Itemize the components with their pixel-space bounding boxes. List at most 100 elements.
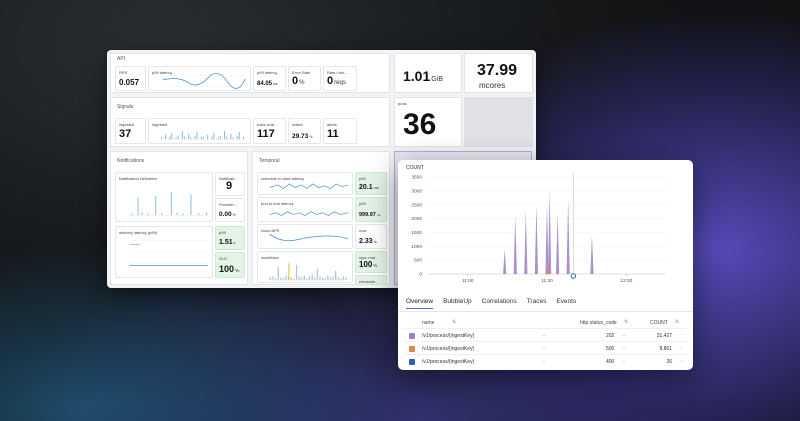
p99-latency-card[interactable]: p99 latency 84.05ms (253, 66, 286, 91)
notif-label: Notificati... (219, 176, 238, 181)
schedule-latency-chart[interactable]: schedule to start latency (257, 172, 353, 195)
mini-bar (321, 277, 324, 281)
mini-bar (290, 277, 292, 281)
sync-label: sync mat... (359, 255, 379, 260)
p99-label: p99 latency (257, 70, 278, 75)
delivery-latency-chart[interactable]: delivery latency (p99) (115, 226, 213, 278)
p99-chart-label: p99 latency (152, 70, 173, 75)
e2e-p99-card[interactable]: p99 999.97ms (355, 197, 387, 222)
mini-bar (200, 136, 202, 140)
row-dash: -- (542, 359, 546, 365)
mini-bar (238, 131, 240, 140)
table-row[interactable]: /v1/process/{ingestKey} -- 202 -- 31,427… (404, 328, 687, 341)
exhaust-label: exhauste... (359, 279, 379, 284)
ingested-value: 37 (119, 128, 132, 140)
y-tick-label: 1000 (411, 244, 422, 250)
table-row[interactable]: /v1/process/{ingestKey} -- 500 -- 8,861 … (404, 341, 687, 354)
mini-bar (285, 275, 287, 281)
rate-limit-card[interactable]: Rate Limi... 0reqs (323, 66, 357, 91)
sync-match-card[interactable]: sync mat... 100% (355, 251, 387, 273)
tab-correlations[interactable]: Correlations (481, 298, 517, 305)
provider-value: 0.00 (219, 211, 232, 218)
max-unit: /s (373, 240, 377, 244)
series-spike (555, 213, 560, 274)
p99-card[interactable]: p99 1.51s (215, 226, 245, 250)
ingested-chart[interactable]: ingested (148, 118, 251, 144)
y-tick-label: 3500 (411, 175, 422, 181)
mini-bar (217, 137, 219, 140)
row-menu-icon[interactable]: ⋯ (678, 358, 683, 364)
mini-bar (274, 278, 277, 281)
mini-bar (176, 212, 178, 216)
provider-card[interactable]: Provider ... 0.00% (215, 198, 245, 222)
cloud-aps-chart[interactable]: cloud APS (257, 224, 353, 249)
sort-icon[interactable]: ⇅ (624, 319, 629, 325)
table-row[interactable]: /v1/process/{ingestKey} -- 400 -- 26 ⋯ (404, 354, 687, 367)
tab-events[interactable]: Events (556, 298, 577, 305)
rps-label: RPS (119, 70, 128, 75)
schedule-p99-card[interactable]: p99 20.1ms (355, 172, 387, 195)
deliveries-label: Notification Deliveries (119, 176, 158, 181)
col-status[interactable]: http.status_code (580, 320, 617, 326)
cpu-card[interactable]: 37.99 mcores (464, 53, 533, 93)
col-name[interactable]: name (422, 320, 435, 326)
slo-card[interactable]: SLO 100% (215, 252, 245, 278)
mini-bar (190, 194, 192, 216)
exhausted-card[interactable]: exhauste... (355, 275, 387, 285)
rps-card[interactable]: RPS 0.057 (115, 66, 146, 91)
x-tick-label: 11:00 (462, 278, 474, 284)
col-count[interactable]: COUNT (650, 320, 668, 326)
mini-bar (332, 276, 334, 281)
memory-card[interactable]: 1.01GiB (394, 53, 462, 93)
mini-bar (161, 213, 163, 216)
error-rate-card[interactable]: Error Rate 0% (288, 66, 321, 91)
row-menu-icon[interactable]: ⋯ (678, 345, 683, 351)
mini-bar (342, 276, 345, 281)
max-card[interactable]: max 2.33/s (355, 224, 387, 249)
y-tick-label: 1500 (411, 230, 422, 236)
mini-bar (169, 136, 171, 140)
tab-bubbleup[interactable]: BubbleUp (443, 298, 472, 305)
row-dash: -- (542, 346, 546, 352)
rules-eval-card[interactable]: rules eval... 117 (253, 118, 286, 144)
x-tick-label: 11:30 (541, 278, 553, 284)
sort-icon[interactable]: ⇅ (675, 319, 680, 325)
tab-overview[interactable]: Overview (406, 298, 434, 309)
notifications-card[interactable]: Notificati... 9 (215, 172, 245, 196)
match-label: match (292, 122, 303, 127)
row-menu-icon[interactable]: ⋯ (678, 332, 683, 338)
slo-value: 100 (219, 264, 235, 274)
ingested-card[interactable]: ingested 37 (115, 118, 146, 144)
mini-bar (198, 213, 200, 216)
notification-deliveries-chart[interactable]: Notification Deliveries (115, 172, 213, 222)
end-to-end-latency-chart[interactable]: end to end latency (257, 197, 353, 222)
series-swatch (409, 358, 415, 365)
row-count: 8,861 (659, 346, 672, 352)
mini-bar (295, 265, 298, 281)
workflows-chart[interactable]: workflows (257, 251, 353, 283)
temporal-title: Temporal (259, 158, 280, 164)
pods-card[interactable]: pods 36 (394, 97, 462, 147)
match-card[interactable]: match 29.73% (288, 118, 321, 144)
row-dash: -- (622, 333, 626, 339)
mini-bar (141, 212, 143, 216)
alerts-card[interactable]: alerts 11 (323, 118, 357, 144)
mini-bar (206, 212, 208, 216)
mini-bar (160, 137, 162, 140)
rps-value: 0.057 (119, 78, 140, 87)
tab-traces[interactable]: Traces (526, 298, 547, 305)
sort-icon[interactable]: ⇅ (452, 319, 457, 325)
e2e-p99-label: p99 (359, 201, 366, 206)
row-name: /v1/process/{ingestKey} (422, 333, 475, 339)
x-tick-label: 12:00 (620, 278, 632, 284)
mini-bar (207, 134, 209, 140)
count-chart[interactable]: 3500 3000 2500 2000 1500 1000 500 0 11:00 11:30 12… (398, 170, 693, 298)
mini-bar (196, 131, 198, 140)
mini-bar (335, 270, 337, 281)
mini-bar (194, 135, 196, 140)
p99-latency-chart[interactable]: p99 latency (148, 66, 251, 91)
slo-unit: % (235, 269, 240, 274)
mini-bar (219, 135, 221, 140)
pods-spark-area (464, 97, 533, 147)
mini-bar (327, 275, 329, 281)
